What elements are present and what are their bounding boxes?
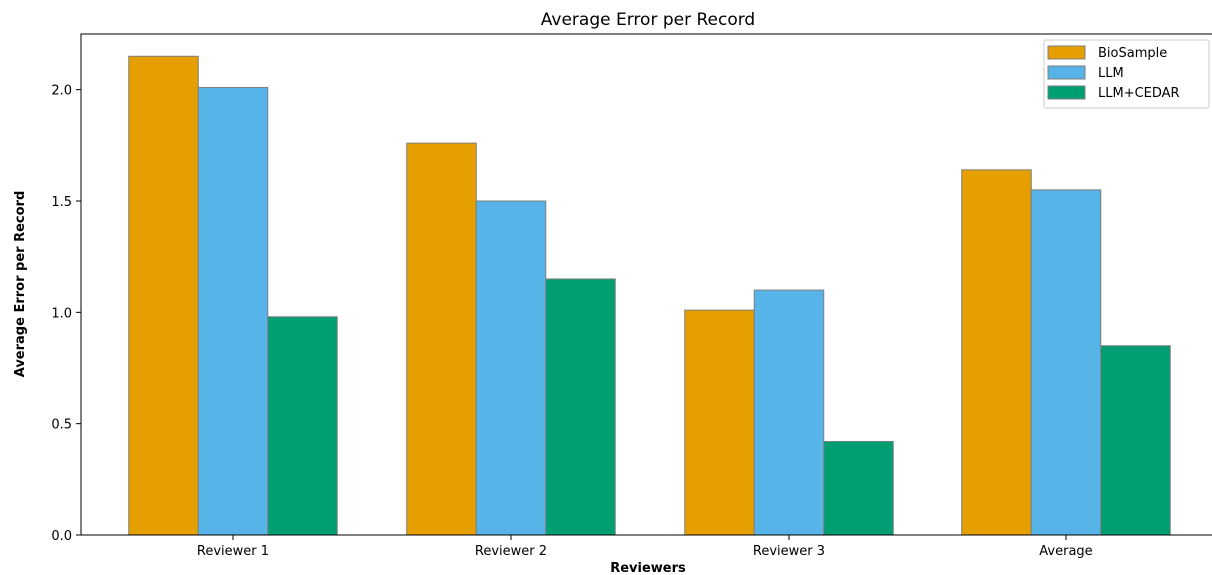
- bar-biosample-average: [961, 169, 1032, 536]
- bar-llm-cedar-average: [1100, 345, 1171, 536]
- legend-swatch: [1047, 85, 1086, 100]
- bar-llm-cedar-reviewer-2: [545, 278, 616, 536]
- bar-biosample-reviewer-2: [406, 142, 477, 536]
- bar-llm-reviewer-1: [197, 86, 269, 536]
- bar-llm-cedar-reviewer-1: [267, 316, 338, 536]
- bar-llm-reviewer-2: [475, 200, 547, 536]
- bar-biosample-reviewer-3: [684, 309, 755, 536]
- x-tick-label: Average: [1039, 544, 1092, 559]
- plot-area-frame: [80, 33, 1212, 536]
- y-tick-label: 1.0: [51, 306, 72, 321]
- legend-label: LLM+CEDAR: [1098, 86, 1180, 101]
- bar-llm-cedar-reviewer-3: [823, 440, 894, 536]
- y-tick-label: 0.5: [51, 418, 72, 433]
- legend-swatch: [1047, 45, 1086, 60]
- bars-group: [128, 55, 1171, 536]
- x-axis-ticks: Reviewer 1 Reviewer 2 Reviewer 3 Average: [197, 535, 1093, 559]
- legend-label: BioSample: [1098, 46, 1167, 61]
- x-axis-label: Reviewers: [610, 561, 686, 575]
- chart-title: Average Error per Record: [541, 10, 755, 30]
- y-axis-ticks: 0.0 0.5 1.0 1.5 2.0: [51, 84, 81, 544]
- legend-swatch: [1047, 65, 1086, 80]
- x-tick-label: Reviewer 1: [197, 544, 269, 559]
- y-axis-label: Average Error per Record: [13, 191, 28, 378]
- x-tick-label: Reviewer 2: [475, 544, 547, 559]
- bar-llm-reviewer-3: [753, 289, 825, 536]
- x-tick-label: Reviewer 3: [753, 544, 825, 559]
- bar-llm-average: [1030, 189, 1102, 536]
- legend: BioSample LLM LLM+CEDAR: [1043, 39, 1210, 109]
- y-tick-label: 0.0: [51, 529, 72, 544]
- y-tick-label: 1.5: [51, 195, 72, 210]
- y-tick-label: 2.0: [51, 84, 72, 99]
- bar-biosample-reviewer-1: [128, 55, 199, 536]
- legend-label: LLM: [1098, 66, 1124, 81]
